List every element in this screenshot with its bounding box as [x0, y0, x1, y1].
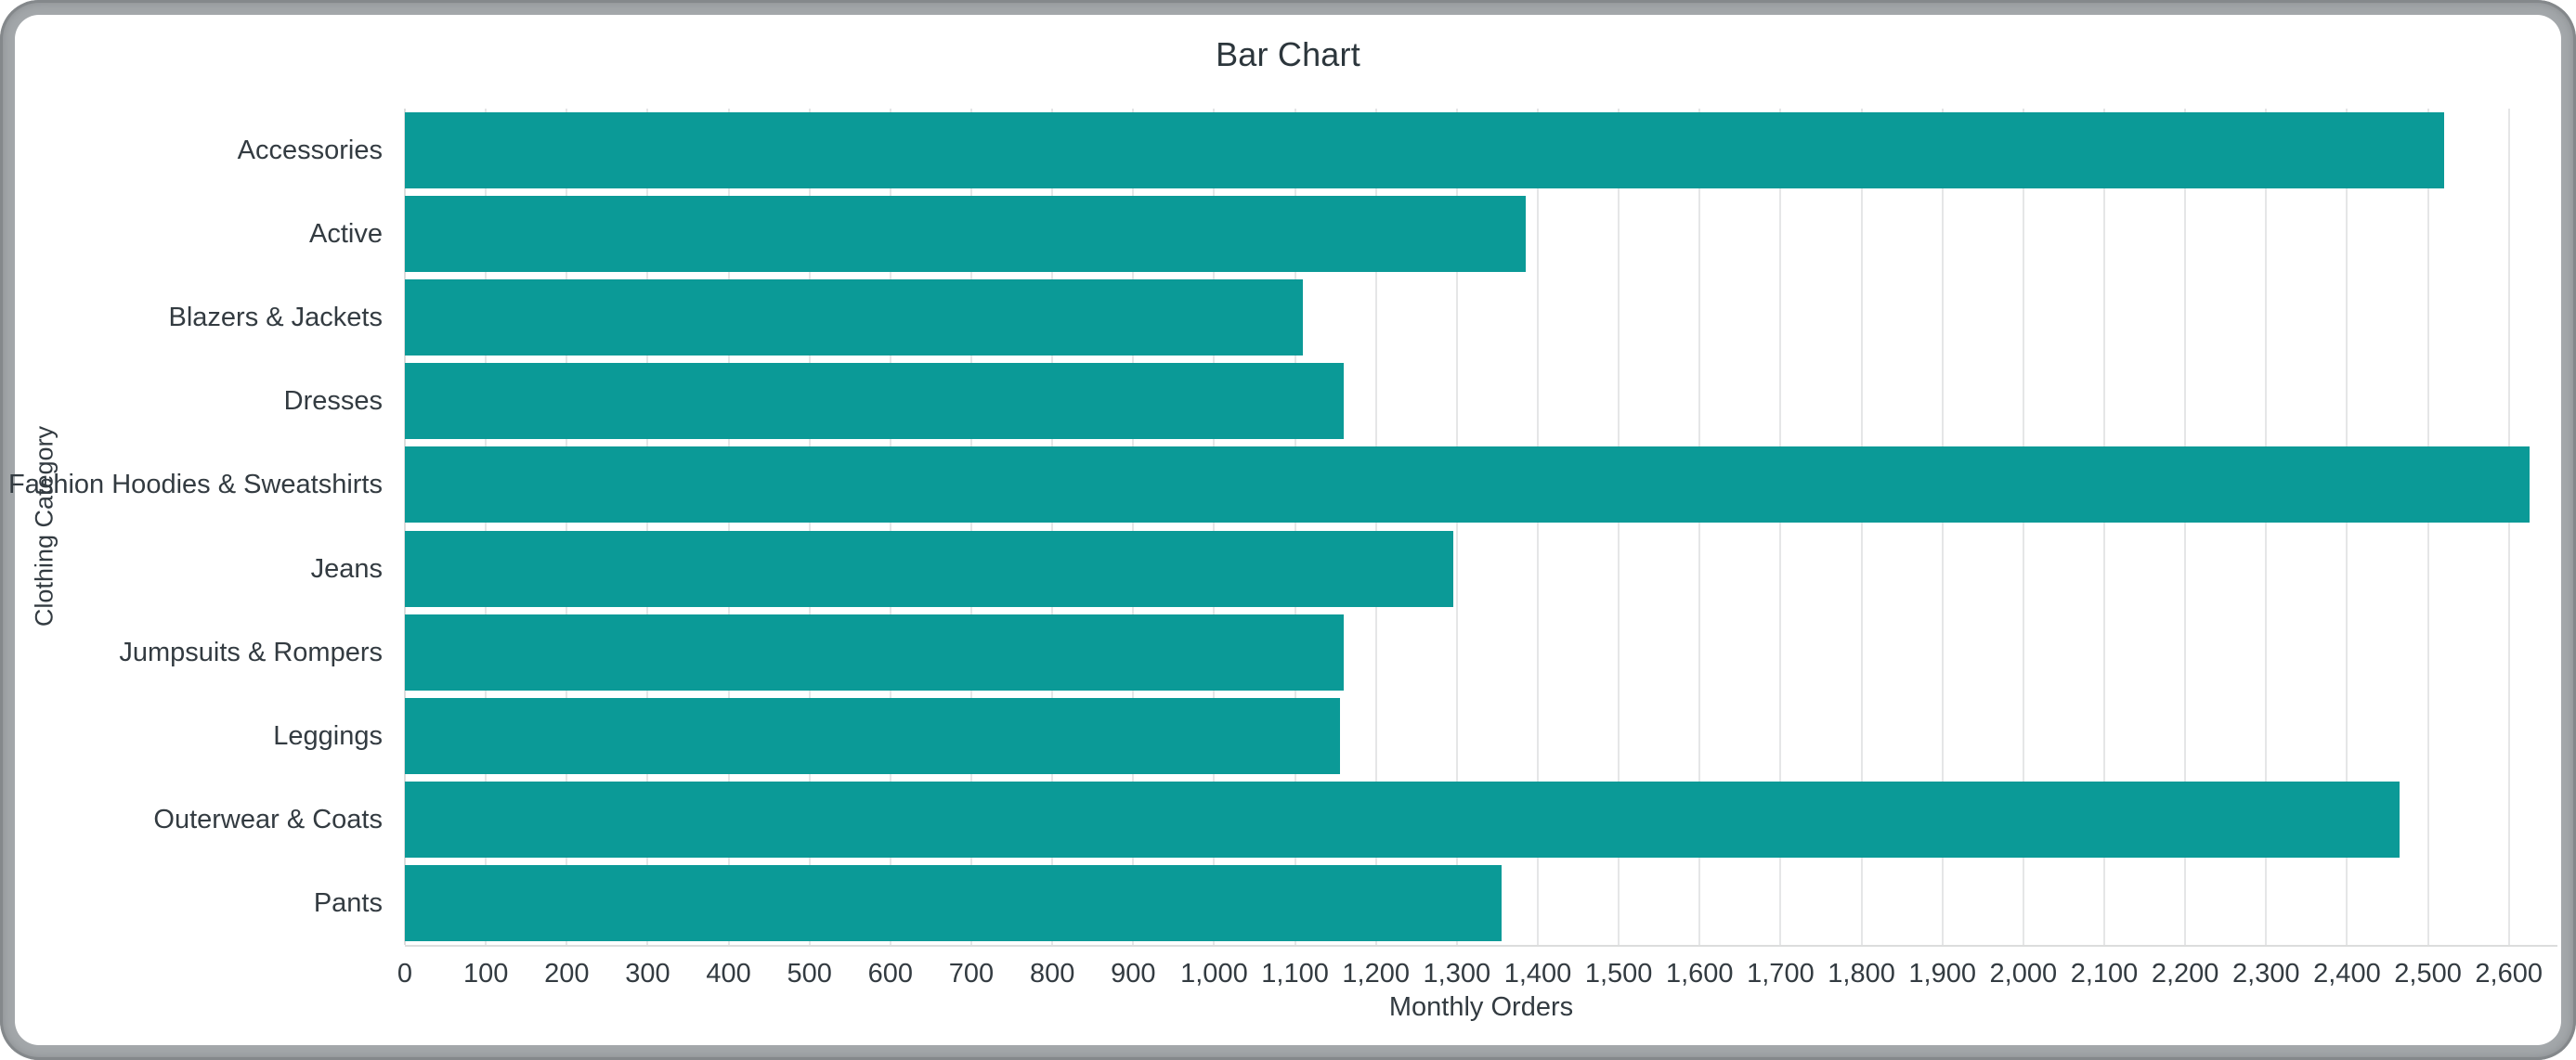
- y-tick-label: Fashion Hoodies & Sweatshirts: [8, 470, 383, 500]
- gridline: [1860, 109, 1863, 945]
- gridline: [889, 109, 891, 945]
- gridline: [970, 109, 972, 945]
- x-tick-label: 500: [787, 959, 832, 989]
- x-tick-label: 1,800: [1828, 959, 1895, 989]
- bar[interactable]: [405, 196, 1526, 273]
- x-tick-label: 1,600: [1665, 959, 1734, 989]
- bar[interactable]: [405, 864, 1502, 941]
- gridline: [2103, 109, 2105, 945]
- gridline: [2426, 109, 2429, 945]
- x-tick-label: 2,400: [2313, 959, 2381, 989]
- gridline: [2184, 109, 2187, 945]
- gridline: [646, 109, 649, 945]
- x-tick-label: 1,700: [1747, 959, 1815, 989]
- bar[interactable]: [405, 781, 2400, 858]
- gridline: [2022, 109, 2024, 945]
- bar[interactable]: [405, 446, 2530, 524]
- gridline: [727, 109, 730, 945]
- x-tick-label: 1,000: [1180, 959, 1248, 989]
- y-tick-label: Active: [309, 219, 383, 250]
- x-tick-label: 1,200: [1342, 959, 1410, 989]
- bar[interactable]: [405, 279, 1304, 356]
- y-axis-title: Clothing Category: [30, 425, 59, 627]
- gridline: [566, 109, 568, 945]
- x-tick-label: 2,300: [2231, 959, 2300, 989]
- bar[interactable]: [405, 363, 1344, 440]
- x-tick-label: 2,500: [2394, 959, 2462, 989]
- gridline: [1051, 109, 1054, 945]
- x-axis-line: [405, 945, 2557, 947]
- y-tick-label: Accessories: [237, 136, 383, 166]
- gridline: [1455, 109, 1458, 945]
- y-tick-label: Dresses: [283, 386, 383, 417]
- x-tick-label: 2,600: [2475, 959, 2543, 989]
- x-tick-label: 1,500: [1584, 959, 1653, 989]
- gridline: [1698, 109, 1701, 945]
- y-tick-label: Outerwear & Coats: [153, 804, 383, 834]
- bar[interactable]: [405, 697, 1340, 774]
- bar[interactable]: [405, 112, 2444, 189]
- y-tick-label: Pants: [313, 887, 383, 918]
- gridline: [1294, 109, 1296, 945]
- y-tick-label: Jumpsuits & Rompers: [119, 637, 383, 667]
- x-tick-label: 2,200: [2151, 959, 2219, 989]
- gridline: [1132, 109, 1135, 945]
- gridline: [2265, 109, 2268, 945]
- x-tick-label: 1,300: [1423, 959, 1491, 989]
- x-tick-label: 1,100: [1261, 959, 1329, 989]
- x-tick-label: 400: [706, 959, 751, 989]
- chart-title: Bar Chart: [1216, 35, 1360, 73]
- x-tick-label: 100: [462, 959, 509, 989]
- x-tick-label: 0: [397, 959, 413, 989]
- x-tick-label: 700: [948, 959, 995, 989]
- x-axis-title: Monthly Orders: [1388, 992, 1574, 1022]
- y-tick-label: Jeans: [310, 553, 383, 584]
- gridline: [2346, 109, 2348, 945]
- bar[interactable]: [405, 614, 1344, 691]
- gridline: [1941, 109, 1944, 945]
- x-tick-label: 1,900: [1908, 959, 1976, 989]
- gridline: [808, 109, 811, 945]
- gridline: [1213, 109, 1216, 945]
- gridline: [1537, 109, 1539, 945]
- y-tick-label: Blazers & Jackets: [168, 303, 383, 333]
- gridline: [1374, 109, 1377, 945]
- y-axis-line: [404, 109, 406, 945]
- x-tick-label: 300: [625, 959, 670, 989]
- bar[interactable]: [405, 530, 1453, 607]
- x-tick-label: 800: [1029, 959, 1075, 989]
- gridline: [2507, 109, 2510, 945]
- gridline: [485, 109, 488, 945]
- x-tick-label: 2,000: [1989, 959, 2058, 989]
- x-tick-label: 600: [867, 959, 914, 989]
- gridline: [1618, 109, 1620, 945]
- x-tick-label: 1,400: [1503, 959, 1572, 989]
- x-tick-label: 2,100: [2070, 959, 2139, 989]
- x-tick-label: 200: [544, 959, 590, 989]
- x-tick-label: 900: [1111, 959, 1156, 989]
- y-tick-label: Leggings: [273, 720, 383, 751]
- gridline: [1779, 109, 1782, 945]
